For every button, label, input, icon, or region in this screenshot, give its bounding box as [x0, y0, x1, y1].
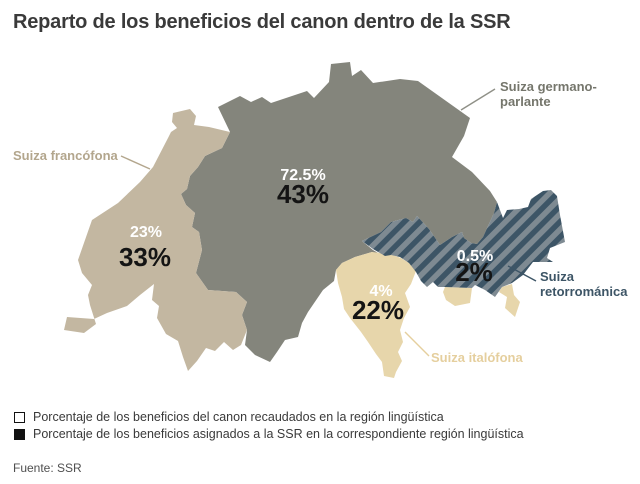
value-french-assigned: 33%	[118, 242, 172, 272]
region-german-shape	[181, 62, 497, 362]
legend-label-assigned: Porcentaje de los beneficios asignados a…	[33, 427, 524, 441]
page-title: Reparto de los beneficios del canon dent…	[13, 11, 511, 33]
value-german-collected: 72.5%	[280, 167, 326, 184]
legend-label-collected: Porcentaje de los beneficios del canon r…	[33, 410, 444, 424]
legend-swatch-assigned	[14, 429, 25, 440]
source-note: Fuente: SSR	[13, 461, 82, 475]
label-pointer-italian	[404, 331, 430, 357]
label-pointer-german	[460, 88, 496, 111]
region-italian-shape	[336, 252, 416, 378]
region-italian-exclave-west	[443, 287, 472, 306]
label-region-german: Suiza germano-parlante	[500, 79, 597, 109]
value-italian-assigned: 22%	[351, 295, 405, 325]
legend-swatch-collected	[14, 412, 25, 423]
label-region-romansh: Suiza retorrománica	[540, 269, 628, 299]
region-romansh-shape	[362, 190, 565, 297]
value-french-collected: 23%	[129, 224, 163, 241]
value-romansh-collected: 0.5%	[456, 248, 494, 265]
label-pointer-romansh	[507, 265, 537, 282]
region-french-shape	[64, 109, 247, 371]
label-region-italian: Suiza italófona	[431, 350, 523, 365]
value-german-assigned: 43%	[276, 179, 330, 209]
value-italian-collected: 4%	[369, 283, 393, 300]
label-region-french: Suiza francófona	[13, 148, 118, 163]
region-italian-exclave-east	[499, 284, 520, 317]
label-pointer-french	[120, 155, 151, 170]
value-romansh-assigned: 2%	[455, 257, 493, 287]
